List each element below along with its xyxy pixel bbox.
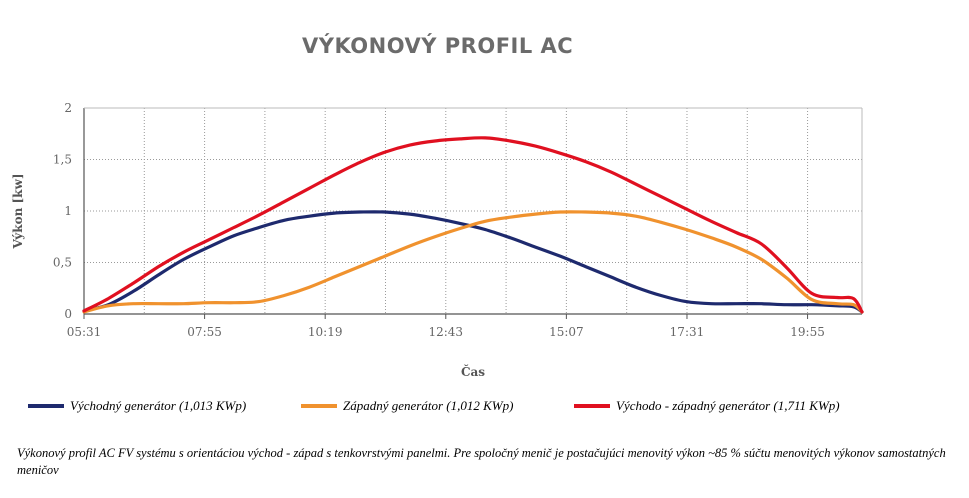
x-tick-label: 12:43: [428, 325, 463, 339]
tick-labels: 0 0,5 1 1,5 2 05:31 07:55 10:19 12:43 15:07 17:31 1…: [53, 101, 825, 339]
legend-swatch-east-west: [574, 404, 610, 408]
x-tick-label: 07:55: [187, 325, 222, 339]
x-tick-label: 10:19: [308, 325, 343, 339]
legend-swatch-west: [301, 404, 337, 408]
legend: Východný generátor (1,013 KWp) Západný g…: [28, 398, 958, 418]
y-tick-label: 2: [64, 101, 72, 115]
legend-item-east-west: Východo - západný generátor (1,711 KWp): [574, 398, 840, 414]
axes: [83, 107, 863, 319]
series-line-west: [82, 210, 864, 314]
legend-swatch-east: [28, 404, 64, 408]
series-lines: [82, 136, 864, 314]
x-tick-label: 17:31: [670, 325, 705, 339]
chart-title: VÝKONOVÝ PROFIL AC: [302, 34, 574, 58]
x-tick-label: 15:07: [549, 325, 584, 339]
legend-item-east: Východný generátor (1,013 KWp): [28, 398, 246, 414]
legend-label-east-west: Východo - západný generátor (1,711 KWp): [616, 398, 840, 413]
legend-label-east: Východný generátor (1,013 KWp): [70, 398, 247, 413]
x-tick-label: 19:55: [790, 325, 825, 339]
chart-caption: Výkonový profil AC FV systému s orientác…: [17, 446, 946, 477]
y-axis-title: Výkon [kw]: [11, 173, 25, 249]
y-tick-label: 1,5: [53, 153, 72, 167]
y-tick-label: 0,5: [53, 256, 72, 270]
legend-item-west: Západný generátor (1,012 KWp): [301, 398, 513, 414]
chart-plot: 0 0,5 1 1,5 2 05:31 07:55 10:19 12:43 15:07 17:31 1…: [11, 101, 864, 379]
x-axis-title: Čas: [461, 363, 485, 379]
y-tick-label: 1: [64, 204, 72, 218]
legend-label-west: Západný generátor (1,012 KWp): [343, 398, 514, 413]
y-tick-label: 0: [64, 307, 72, 321]
series-line-east-west: [82, 136, 864, 314]
x-tick-label: 05:31: [67, 325, 102, 339]
series-line-east: [82, 210, 864, 314]
